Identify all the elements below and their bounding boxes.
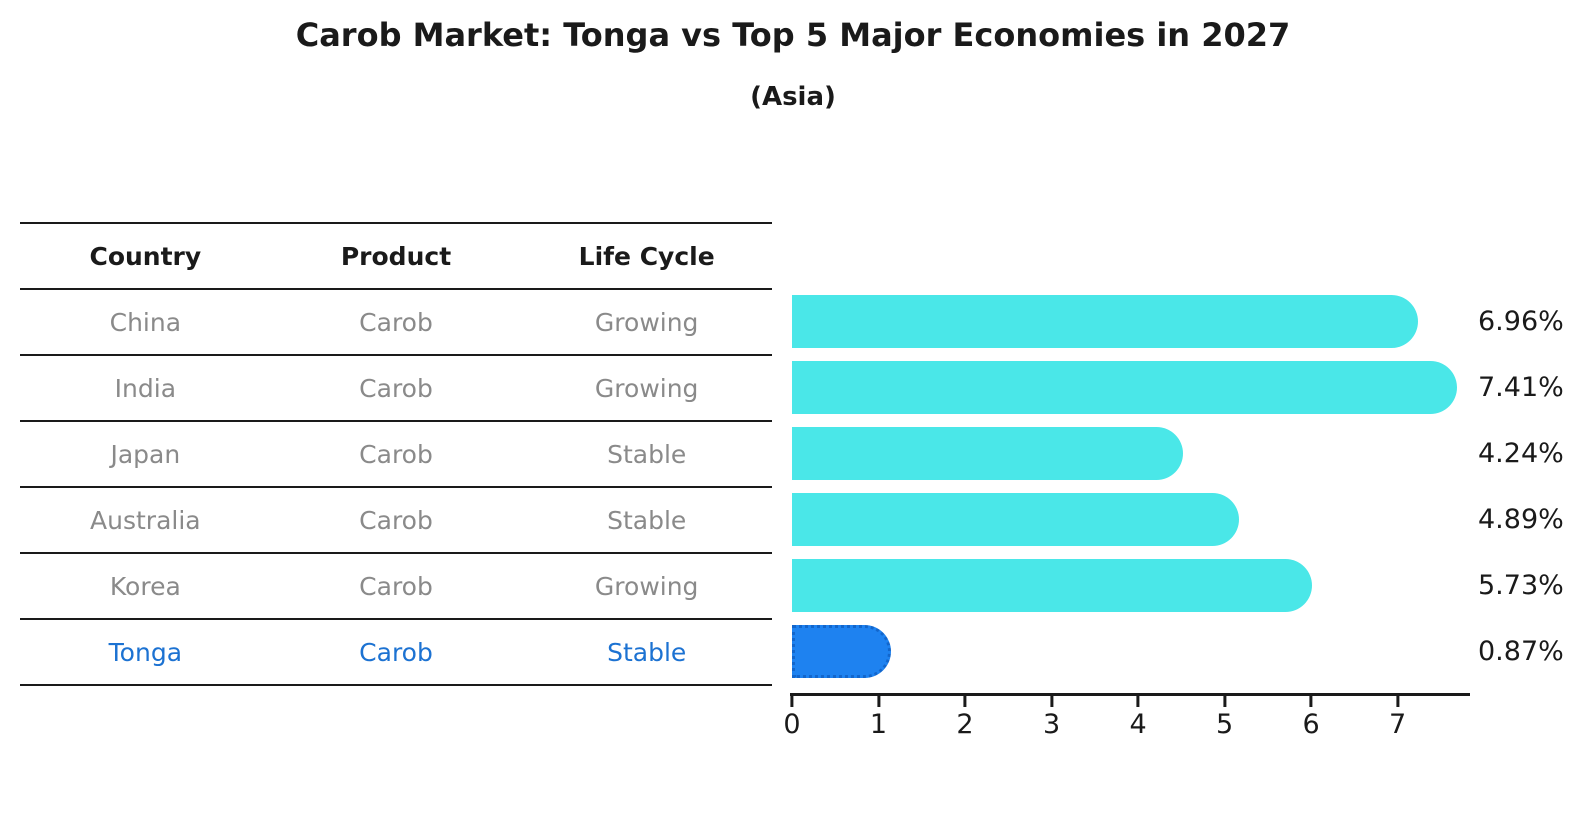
cell-country: Australia [90, 505, 201, 535]
cell-life-cycle: Growing [594, 571, 699, 601]
cell-product: Carob [359, 571, 433, 601]
table-row: Tonga Carob Stable [20, 620, 772, 686]
chart-subtitle: (Asia) [750, 82, 836, 112]
axis-tick-mark [1050, 696, 1054, 707]
axis-tick: 3 [1043, 696, 1060, 740]
table-row: Korea Carob Growing [20, 554, 772, 620]
bar-value-label: 4.24% [1478, 437, 1564, 469]
cell-country: Tonga [108, 637, 183, 667]
axis-tick-mark [790, 696, 794, 707]
bar-row [792, 552, 1482, 618]
axis-tick-mark [1309, 696, 1313, 707]
bar-row [792, 288, 1482, 354]
axis-tick-label: 6 [1302, 709, 1320, 740]
bar-row [792, 618, 1482, 684]
cell-product: Carob [359, 637, 433, 667]
cell-country: India [114, 373, 177, 403]
x-axis: 0 1 2 3 4 5 6 7 [783, 693, 1470, 757]
x-axis-line [790, 693, 1470, 696]
axis-tick-mark [1136, 696, 1140, 707]
chart-title: Carob Market: Tonga vs Top 5 Major Econo… [295, 16, 1291, 54]
bar [792, 492, 1239, 546]
bar-value-labels: 6.96% 7.41% 4.24% 4.89% 5.73% 0.87% [1478, 288, 1586, 684]
axis-tick-label: 0 [783, 709, 801, 740]
cell-country: Japan [110, 439, 181, 469]
bar-value-label: 7.41% [1478, 371, 1564, 403]
axis-tick-label: 2 [956, 709, 974, 740]
cell-country: Korea [109, 571, 181, 601]
table-body: China Carob Growing India Carob Growing … [20, 290, 772, 686]
bar [792, 360, 1457, 414]
axis-tick-mark [963, 696, 967, 707]
bar [792, 624, 891, 678]
cell-life-cycle: Growing [594, 307, 699, 337]
bar-value-label: 5.73% [1478, 569, 1564, 601]
axis-tick-label: 4 [1129, 709, 1147, 740]
cell-life-cycle: Growing [594, 373, 699, 403]
table-row: China Carob Growing [20, 290, 772, 356]
axis-tick: 1 [870, 696, 887, 740]
axis-tick: 6 [1302, 696, 1320, 740]
country-table: Country Product Life Cycle China Carob G… [20, 222, 772, 686]
bar-value-label: 0.87% [1478, 635, 1564, 667]
cell-country: China [109, 307, 182, 337]
bar [792, 426, 1183, 480]
axis-tick-mark [877, 696, 880, 707]
column-header-product: Product [340, 241, 452, 271]
bar-row [792, 420, 1482, 486]
bar-plot-area [792, 288, 1482, 684]
cell-life-cycle: Stable [607, 439, 687, 469]
axis-tick-label: 3 [1042, 709, 1061, 740]
table-row: Australia Carob Stable [20, 488, 772, 554]
table-row: Japan Carob Stable [20, 422, 772, 488]
axis-tick: 5 [1216, 696, 1233, 740]
column-header-life-cycle: Life Cycle [578, 241, 715, 271]
cell-product: Carob [359, 373, 433, 403]
axis-tick: 2 [956, 696, 974, 740]
cell-product: Carob [359, 439, 433, 469]
cell-product: Carob [359, 505, 433, 535]
bar [792, 294, 1418, 348]
axis-tick-label: 5 [1215, 709, 1234, 740]
bar [792, 558, 1312, 612]
axis-tick-label: 1 [869, 709, 888, 740]
axis-tick: 0 [783, 696, 801, 740]
cell-product: Carob [359, 307, 433, 337]
bar-value-label: 6.96% [1478, 305, 1564, 337]
bar-value-label: 4.89% [1478, 503, 1564, 535]
bar-row [792, 354, 1482, 420]
column-header-country: Country [89, 241, 202, 271]
axis-tick-mark [1396, 696, 1400, 707]
cell-life-cycle: Stable [607, 505, 687, 535]
table-row: India Carob Growing [20, 356, 772, 422]
cell-life-cycle: Stable [607, 637, 687, 667]
axis-tick: 7 [1389, 696, 1406, 740]
axis-tick: 4 [1129, 696, 1147, 740]
table-header-row: Country Product Life Cycle [20, 224, 772, 290]
bar-row [792, 486, 1482, 552]
axis-tick-label: 7 [1389, 709, 1407, 740]
axis-tick-mark [1223, 696, 1227, 707]
